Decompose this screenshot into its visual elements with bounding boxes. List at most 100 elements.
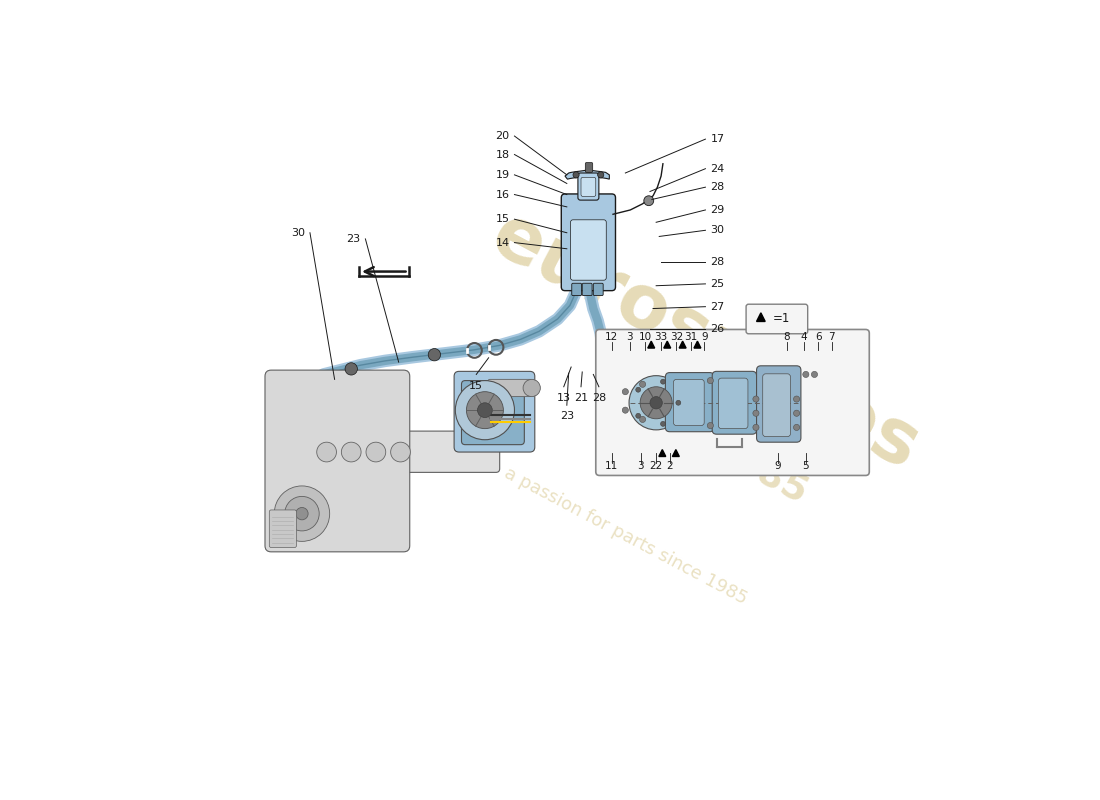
Circle shape	[623, 407, 628, 414]
Circle shape	[675, 400, 681, 406]
Circle shape	[650, 397, 662, 409]
FancyBboxPatch shape	[757, 366, 801, 442]
Text: 32: 32	[670, 333, 683, 342]
Text: 10: 10	[638, 333, 651, 342]
Circle shape	[573, 172, 579, 178]
FancyBboxPatch shape	[578, 173, 598, 200]
Text: 16: 16	[495, 190, 509, 199]
Circle shape	[639, 416, 646, 422]
Circle shape	[640, 386, 672, 418]
FancyBboxPatch shape	[265, 370, 409, 552]
Circle shape	[428, 349, 440, 361]
Text: 4: 4	[801, 333, 807, 342]
Text: 12: 12	[605, 333, 618, 342]
Text: 3: 3	[626, 333, 632, 342]
Circle shape	[466, 392, 504, 429]
Text: =1: =1	[773, 313, 791, 326]
Circle shape	[455, 381, 515, 440]
FancyBboxPatch shape	[666, 373, 714, 432]
Text: 13: 13	[557, 393, 571, 403]
Text: 33: 33	[654, 333, 668, 342]
Polygon shape	[694, 341, 701, 348]
Circle shape	[629, 376, 683, 430]
Circle shape	[597, 172, 604, 178]
Circle shape	[524, 379, 540, 397]
Text: a passion for parts since 1985: a passion for parts since 1985	[500, 465, 750, 608]
FancyBboxPatch shape	[454, 371, 535, 452]
Circle shape	[793, 410, 800, 416]
Circle shape	[366, 442, 386, 462]
Text: 28: 28	[711, 258, 725, 267]
Circle shape	[296, 507, 308, 520]
Circle shape	[345, 362, 358, 375]
Circle shape	[636, 414, 640, 418]
Text: 15: 15	[470, 381, 483, 390]
Circle shape	[793, 396, 800, 402]
FancyBboxPatch shape	[712, 371, 757, 434]
Text: 24: 24	[711, 164, 725, 174]
Polygon shape	[659, 450, 666, 457]
Polygon shape	[565, 170, 609, 179]
FancyBboxPatch shape	[585, 162, 593, 172]
Text: 14: 14	[495, 238, 509, 248]
Text: 25: 25	[711, 279, 725, 289]
Circle shape	[341, 442, 361, 462]
Circle shape	[803, 371, 808, 378]
FancyBboxPatch shape	[597, 375, 609, 385]
Text: 7: 7	[828, 333, 835, 342]
Text: 18: 18	[495, 150, 509, 159]
Text: 3: 3	[637, 461, 645, 470]
FancyBboxPatch shape	[582, 283, 592, 295]
Text: 5: 5	[803, 461, 810, 470]
Polygon shape	[679, 341, 686, 348]
Text: 6: 6	[815, 333, 822, 342]
Text: 22: 22	[649, 461, 663, 470]
Polygon shape	[648, 341, 654, 348]
Text: 30: 30	[711, 226, 725, 235]
Text: 20: 20	[495, 131, 509, 141]
Circle shape	[285, 496, 319, 531]
FancyBboxPatch shape	[746, 304, 807, 334]
Polygon shape	[757, 313, 766, 322]
Circle shape	[477, 402, 493, 418]
FancyBboxPatch shape	[593, 283, 603, 295]
Text: 23: 23	[560, 411, 574, 422]
FancyBboxPatch shape	[267, 431, 499, 472]
Circle shape	[707, 378, 714, 384]
Circle shape	[636, 387, 640, 392]
Circle shape	[660, 379, 666, 384]
Text: since 1985: since 1985	[597, 372, 814, 510]
FancyBboxPatch shape	[597, 358, 609, 368]
Text: 31: 31	[684, 333, 697, 342]
Text: 28: 28	[711, 182, 725, 192]
Circle shape	[793, 424, 800, 430]
Text: 11: 11	[605, 461, 618, 470]
FancyBboxPatch shape	[762, 374, 791, 437]
Circle shape	[812, 371, 817, 378]
Text: 2: 2	[667, 461, 673, 470]
Text: 23: 23	[346, 234, 361, 244]
Text: 26: 26	[711, 324, 725, 334]
Text: eurospares: eurospares	[478, 199, 932, 486]
Circle shape	[390, 442, 410, 462]
Circle shape	[317, 442, 337, 462]
Text: 9: 9	[701, 333, 707, 342]
Circle shape	[752, 410, 759, 416]
FancyBboxPatch shape	[571, 220, 606, 280]
Circle shape	[752, 424, 759, 430]
Text: 19: 19	[495, 170, 509, 180]
Text: 21: 21	[574, 393, 589, 403]
FancyBboxPatch shape	[718, 378, 748, 429]
Circle shape	[660, 422, 666, 426]
Text: 28: 28	[592, 393, 606, 403]
FancyBboxPatch shape	[673, 379, 704, 426]
FancyBboxPatch shape	[270, 510, 296, 547]
Text: 29: 29	[711, 205, 725, 215]
Text: 30: 30	[292, 228, 305, 238]
Text: 9: 9	[774, 461, 781, 470]
Circle shape	[274, 486, 330, 542]
Text: 17: 17	[711, 134, 725, 144]
Circle shape	[752, 396, 759, 402]
FancyBboxPatch shape	[488, 379, 531, 397]
Text: 15: 15	[495, 214, 509, 224]
